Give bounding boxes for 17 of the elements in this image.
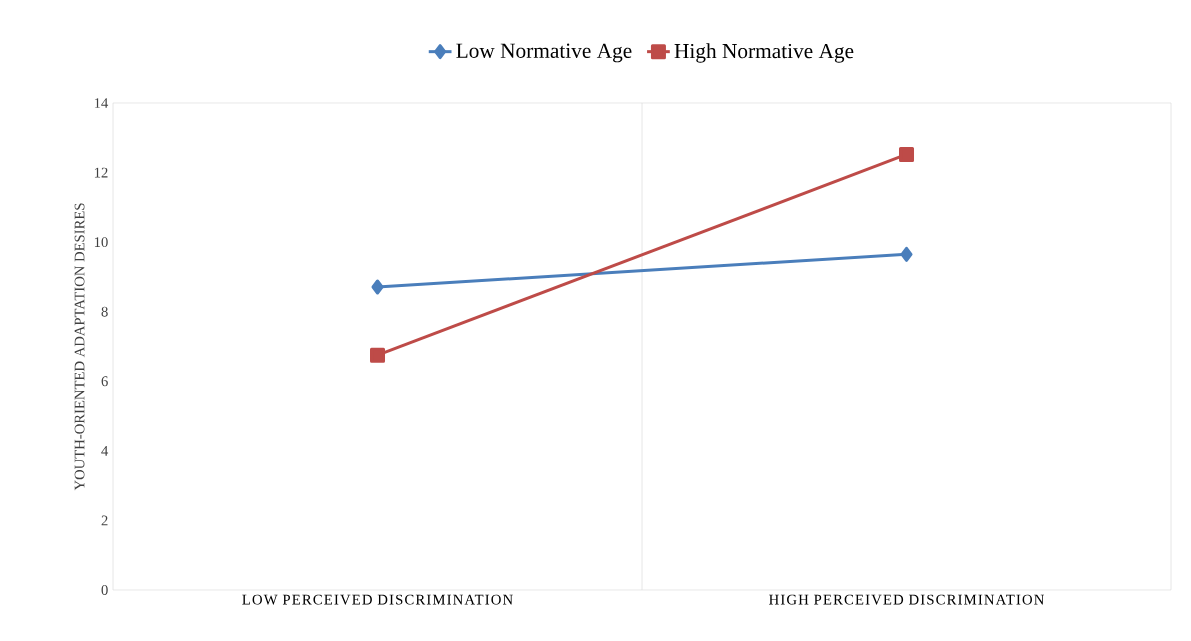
- x-tick-label: LOW PERCEIVED DISCRIMINATION: [242, 594, 513, 605]
- y-tick-label: 10: [94, 237, 108, 248]
- point: [899, 146, 915, 162]
- point: [371, 279, 384, 295]
- y-tick-label: 2: [101, 515, 108, 526]
- x-tick-label: HIGH PERCEIVED DISCRIMINATION: [769, 594, 1045, 605]
- y-tick-label: 8: [101, 306, 108, 317]
- point: [370, 347, 386, 363]
- y-axis-title: YOUTH-ORIENTED ADAPTATION DESIRES: [74, 203, 85, 491]
- y-tick-label: 12: [94, 167, 108, 178]
- y-tick-label: 4: [101, 446, 109, 456]
- y-tick-label: 6: [101, 376, 108, 387]
- y-tick-label: 0: [101, 585, 108, 595]
- point: [900, 246, 913, 262]
- legend-label: High Normative Age: [674, 43, 854, 63]
- y-tick-label: 14: [94, 98, 109, 108]
- legend-label: Low Normative Age: [456, 43, 632, 63]
